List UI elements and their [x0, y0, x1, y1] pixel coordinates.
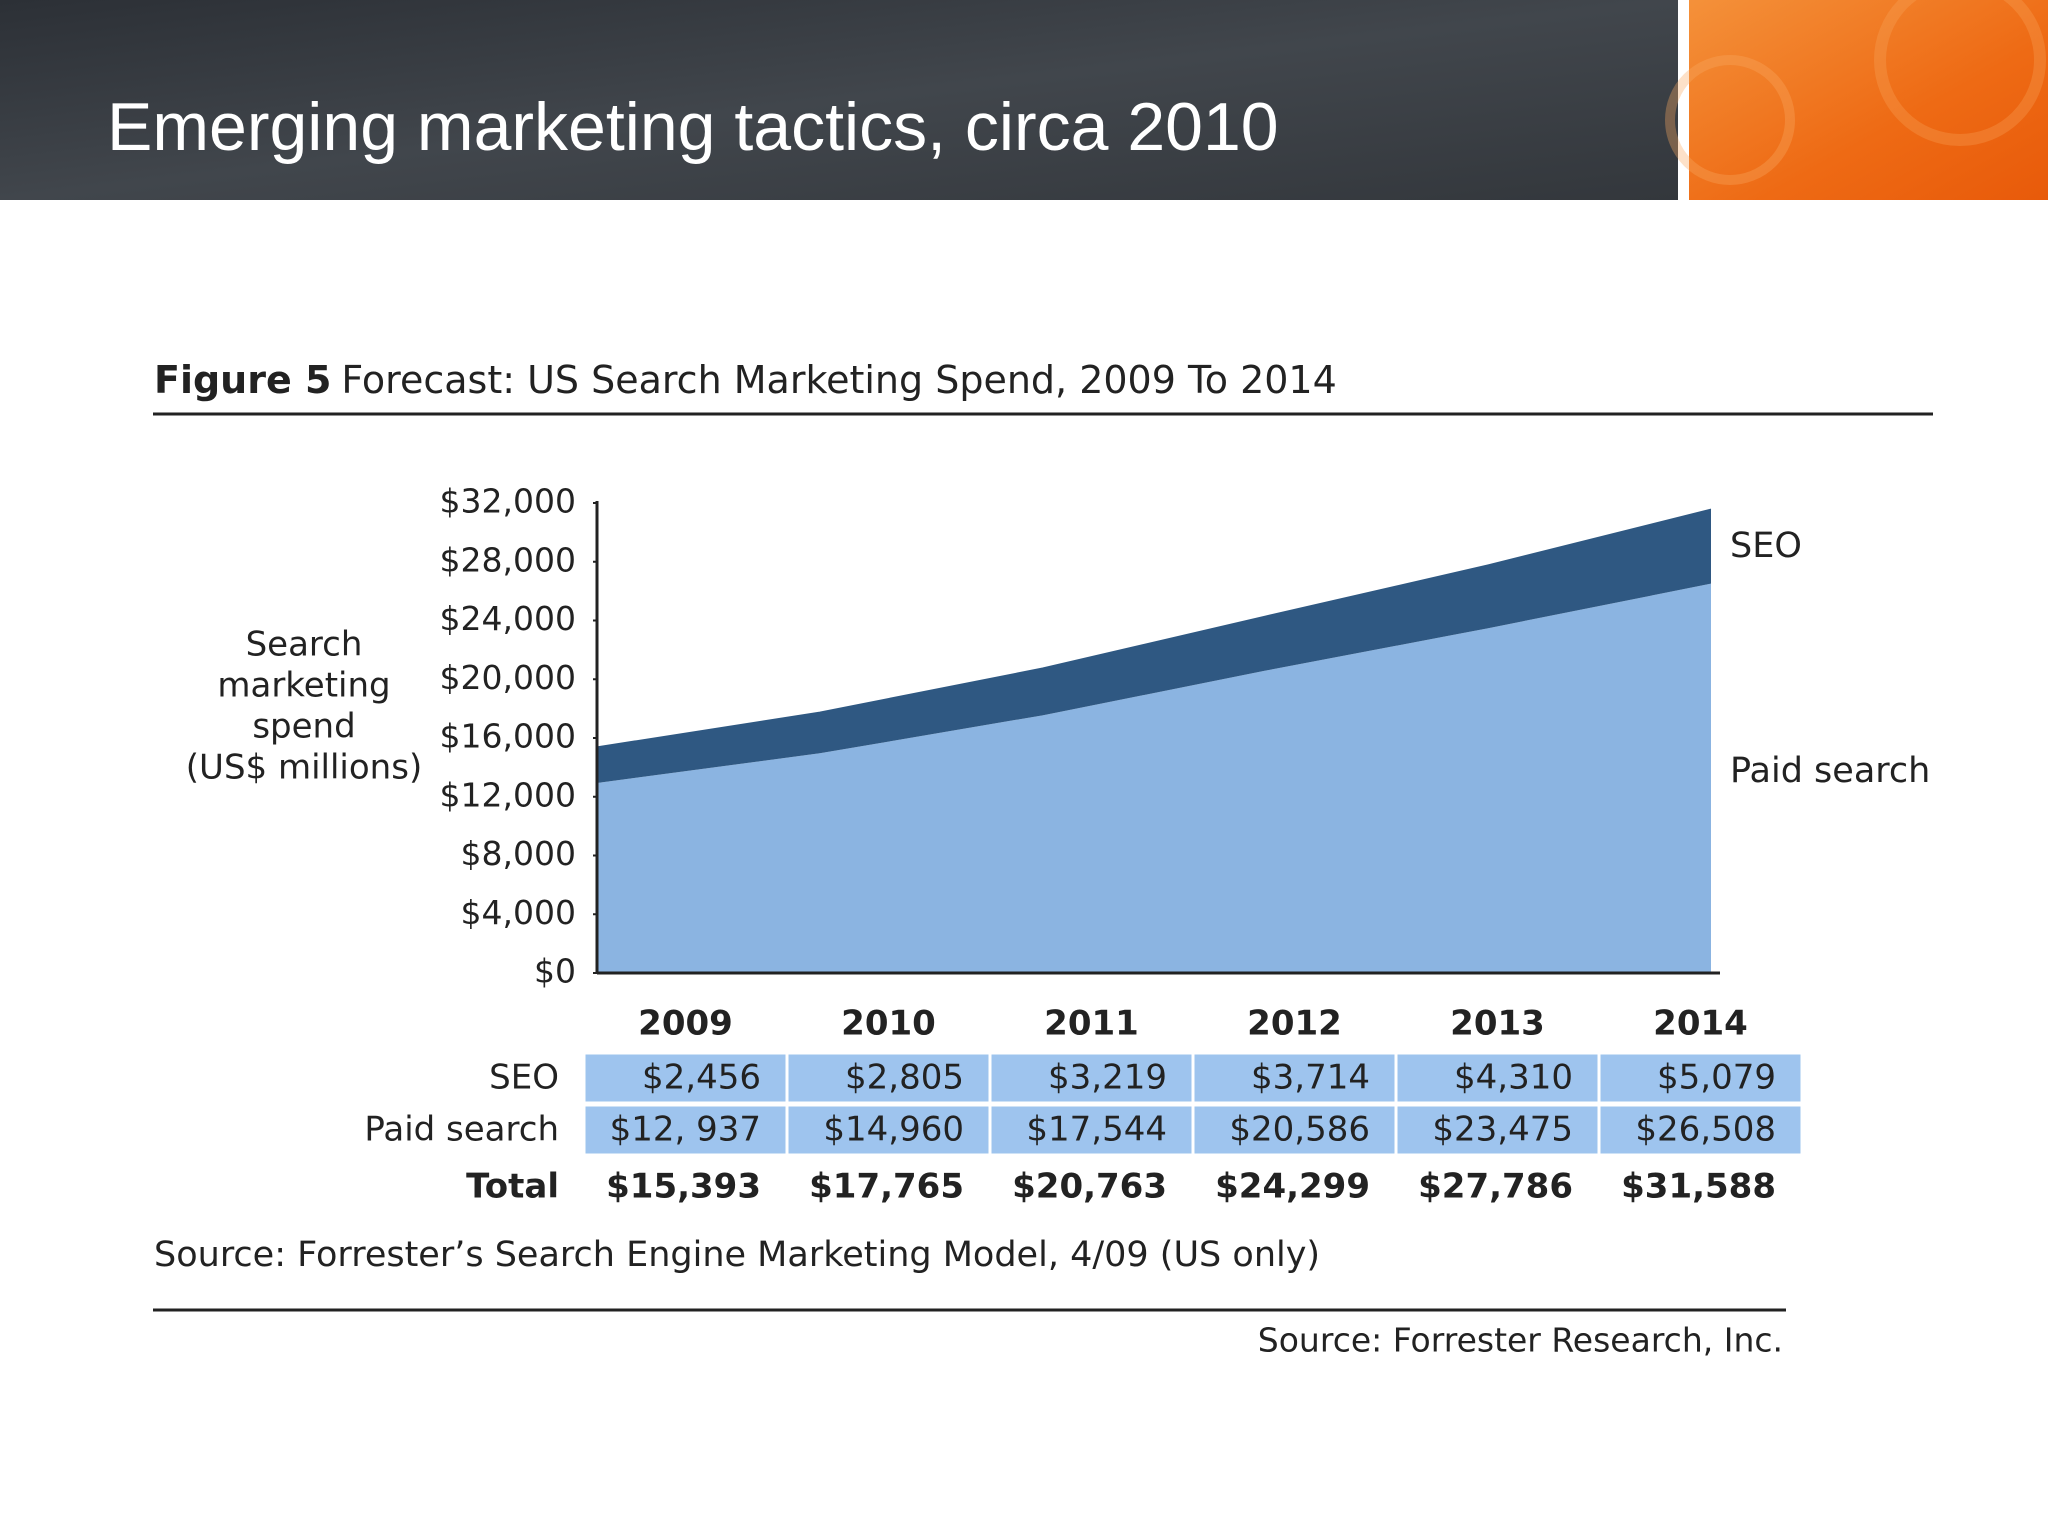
chart: $0 $4,000 $8,000 $12,000 $16,000 $20,000 $24,0…: [186, 482, 1931, 1207]
header-band: [0, 0, 1678, 200]
table-value: $3,714: [1251, 1058, 1370, 1098]
x-tick-label: 2014: [1653, 1004, 1748, 1044]
y-tick-label: $12,000: [440, 775, 576, 814]
table-cell: [582, 1103, 789, 1157]
table-cell: [1191, 1103, 1398, 1157]
y-tick-label: $8,000: [461, 834, 576, 873]
y-axis-label: marketing: [217, 666, 390, 706]
accent-ring: [1665, 55, 1795, 185]
total-value: $27,786: [1418, 1167, 1573, 1207]
y-tick-label: $4,000: [461, 893, 576, 932]
figure-source: Source: Forrester’s Search Engine Market…: [154, 1235, 1320, 1275]
table-value: $3,219: [1048, 1058, 1167, 1098]
total-value: $15,393: [606, 1167, 761, 1207]
row-label: SEO: [489, 1058, 559, 1098]
total-value: $20,763: [1012, 1167, 1167, 1207]
table-value: $2,456: [642, 1058, 761, 1098]
y-tick-label: $0: [534, 952, 576, 991]
y-tick-label: $28,000: [440, 540, 576, 579]
accent-ring: [1874, 0, 2046, 146]
table-value: $17,544: [1026, 1110, 1167, 1150]
table-cell: [1597, 1051, 1804, 1105]
table-value: $4,310: [1454, 1058, 1573, 1098]
table-cell: [1597, 1103, 1804, 1157]
row-label: Paid search: [364, 1110, 559, 1150]
x-tick-label: 2009: [638, 1004, 733, 1044]
y-tick-label: $16,000: [440, 717, 576, 756]
x-tick-label: 2010: [841, 1004, 936, 1044]
x-tick-label: 2012: [1247, 1004, 1342, 1044]
area: [597, 583, 1711, 973]
table-value: $26,508: [1635, 1110, 1776, 1150]
table-value: $23,475: [1432, 1110, 1573, 1150]
table-value: $5,079: [1657, 1058, 1776, 1098]
table-value: $14,960: [823, 1110, 964, 1150]
y-tick-label: $24,000: [440, 599, 576, 638]
total-value: $24,299: [1215, 1167, 1370, 1207]
footer-source: Source: Forrester Research, Inc.: [1258, 1321, 1783, 1360]
header-accent: [1689, 0, 2048, 200]
figure-label: Figure 5: [154, 358, 331, 402]
slide-title: Emerging marketing tactics, circa 2010: [107, 89, 1279, 165]
header-divider: [1678, 0, 1689, 200]
x-tick-label: 2013: [1450, 1004, 1545, 1044]
table-cell: [988, 1103, 1195, 1157]
table-cell: [1394, 1051, 1601, 1105]
row-label: Total: [466, 1167, 559, 1207]
y-axis-label: (US$ millions): [186, 748, 422, 788]
series-label: Paid search: [1730, 751, 1930, 791]
figure-title-text: Forecast: US Search Marketing Spend, 200…: [341, 358, 1336, 402]
table-value: $12, 937: [610, 1110, 761, 1150]
total-value: $31,588: [1621, 1167, 1776, 1207]
series-label: SEO: [1730, 526, 1802, 566]
table-cell: [1191, 1051, 1398, 1105]
y-axis-label: spend: [252, 707, 355, 747]
y-axis-label: Search: [246, 625, 363, 665]
table-value: $2,805: [845, 1058, 964, 1098]
x-tick-label: 2011: [1044, 1004, 1139, 1044]
table-value: $20,586: [1229, 1110, 1370, 1150]
figure-title: Figure 5 Forecast: US Search Marketing Sp…: [154, 358, 1337, 402]
y-tick-label: $20,000: [440, 658, 576, 697]
total-outline: [596, 508, 1712, 748]
total-value: $17,765: [809, 1167, 964, 1207]
area: [597, 509, 1711, 783]
y-tick-label: $32,000: [440, 482, 576, 521]
